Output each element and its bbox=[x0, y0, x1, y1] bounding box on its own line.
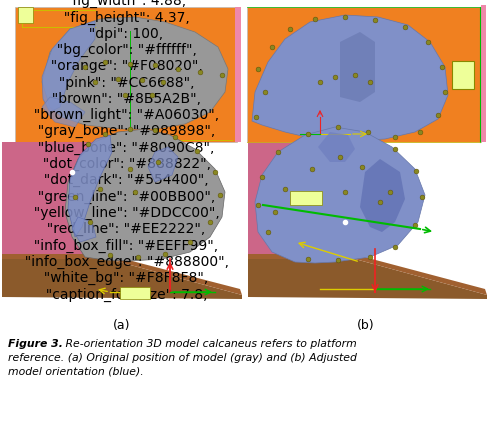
Polygon shape bbox=[2, 254, 242, 295]
Polygon shape bbox=[2, 259, 242, 299]
Polygon shape bbox=[2, 142, 108, 262]
Bar bbox=[290, 191, 322, 205]
Text: {
  "fig_width": 4.88,
  "fig_height": 4.37,
  "dpi": 100,
  "bg_color": "#fffff: { "fig_width": 4.88, "fig_height": 4.37,… bbox=[16, 0, 228, 318]
Polygon shape bbox=[340, 32, 375, 102]
Polygon shape bbox=[252, 15, 448, 141]
Bar bbox=[235, 7, 241, 142]
Polygon shape bbox=[255, 127, 425, 263]
Polygon shape bbox=[148, 147, 178, 182]
Polygon shape bbox=[248, 254, 487, 295]
Bar bbox=[452, 61, 474, 89]
Polygon shape bbox=[318, 132, 355, 162]
Bar bbox=[15, 7, 237, 142]
Polygon shape bbox=[248, 259, 487, 299]
Text: model orientation (blue).: model orientation (blue). bbox=[8, 367, 144, 377]
Bar bbox=[247, 7, 481, 142]
Polygon shape bbox=[68, 135, 112, 237]
Polygon shape bbox=[72, 217, 96, 242]
Bar bbox=[18, 7, 33, 23]
Polygon shape bbox=[42, 21, 95, 112]
Text: (b): (b) bbox=[357, 319, 375, 332]
Text: reference. (a) Original position of model (gray) and (b) Adjusted: reference. (a) Original position of mode… bbox=[8, 353, 357, 363]
Text: (a): (a) bbox=[113, 319, 131, 332]
Polygon shape bbox=[65, 129, 225, 261]
Bar bbox=[481, 5, 486, 142]
Polygon shape bbox=[360, 159, 405, 232]
Bar bbox=[120, 287, 150, 299]
Text: Figure 3.: Figure 3. bbox=[8, 339, 63, 349]
Polygon shape bbox=[42, 17, 228, 129]
Polygon shape bbox=[42, 97, 85, 127]
Polygon shape bbox=[248, 142, 355, 262]
Text: Re-orientation 3D model calcaneus refers to platform: Re-orientation 3D model calcaneus refers… bbox=[62, 339, 357, 349]
